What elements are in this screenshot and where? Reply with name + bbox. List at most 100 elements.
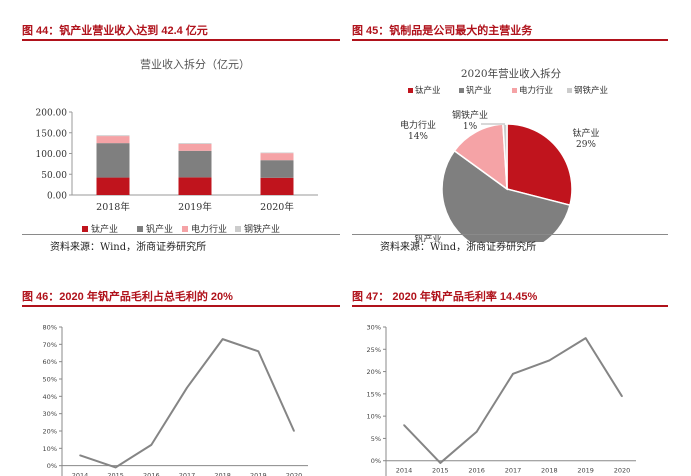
x-tick-label: 2019 (577, 467, 594, 475)
y-tick-label: 0% (47, 462, 57, 470)
slice-label: 钒产业56% (414, 233, 441, 242)
x-tick-label: 2019年 (178, 201, 212, 213)
bar-segment (260, 177, 294, 195)
x-tick-label: 2016 (143, 472, 160, 476)
figure-45-panel: 图 45：钒制品是公司最大的主营业务 2020年营业收入拆分钛产业 钒产业电力行业… (352, 22, 670, 253)
x-tick-label: 2017 (179, 472, 196, 476)
data-point (621, 395, 623, 398)
y-tick-label: 200.00 (36, 109, 68, 119)
figure-45-bottom-rule (352, 234, 668, 235)
chart-title: 2020年营业收入拆分 (461, 67, 562, 80)
bar-segment (96, 177, 130, 195)
legend-swatch (567, 88, 572, 93)
figure-44-source: 资料来源：Wind，浙商证券研究所 (50, 242, 207, 253)
x-tick-label: 2015 (432, 467, 449, 475)
figure-44-panel: 图 44：钒产业营业收入达到 42.4 亿元 营业收入拆分（亿元） 0.00 50.… (22, 22, 342, 253)
y-tick-label: 100.00 (36, 150, 68, 160)
y-tick-label: 10% (367, 413, 381, 421)
legend-label: 钛产业 (91, 223, 118, 235)
x-tick-label: 2015 (107, 472, 124, 476)
data-point (186, 386, 188, 389)
y-tick-label: 30% (367, 324, 381, 332)
legend-swatch (235, 226, 241, 232)
legend-swatch (408, 88, 413, 93)
figure-47-title: 图 47： 2020 年钒产品毛利率 14.45% (352, 291, 538, 303)
slice-label: 电力行业 14% (400, 119, 436, 142)
bar-segment (178, 150, 212, 178)
bar-segment (96, 143, 130, 178)
y-tick-label: 25% (367, 346, 381, 354)
figure-46-panel: 图 46：2020 年钒产品毛利占总毛利的 20% -10%0%10%20%30… (22, 288, 342, 476)
bar-segment (260, 152, 294, 154)
bar-segment (178, 143, 212, 151)
x-tick-label: 2020年 (260, 201, 294, 213)
figure-44-chart: 营业收入拆分（亿元） 0.00 50.00 100.00 150.00 200.00 201… (36, 57, 318, 235)
x-tick-label: 2016 (468, 467, 485, 475)
figure-44-bottom-rule (22, 234, 340, 235)
x-tick-label: 2020 (286, 472, 303, 476)
legend-swatch (459, 88, 464, 93)
x-tick-label: 2018 (541, 467, 558, 475)
bar-segment (178, 177, 212, 195)
x-tick-label: 2014 (396, 467, 413, 475)
y-tick-label: 30% (43, 410, 57, 418)
x-tick-label: 2017 (505, 467, 522, 475)
legend-label: 电力行业 (191, 223, 227, 235)
bar-segment (178, 143, 212, 144)
figure-44-top-rule (22, 39, 340, 41)
legend-swatch (137, 226, 143, 232)
bar-segment (96, 136, 130, 144)
y-tick-label: 50.00 (41, 171, 67, 181)
series-line (79, 338, 295, 469)
figure-45-source: 资料来源：Wind，浙商证券研究所 (380, 242, 537, 253)
x-tick-label: 2014 (72, 472, 89, 476)
y-tick-label: 50% (43, 376, 57, 384)
y-tick-label: 5% (371, 435, 381, 443)
figure-47-panel: 图 47： 2020 年钒产品毛利率 14.45% -5%0%5%10%15%2… (352, 288, 670, 476)
y-tick-label: 80% (43, 324, 57, 332)
data-point (584, 337, 587, 339)
legend-label: 钒产业 (466, 85, 492, 96)
figure-47-top-rule (352, 305, 668, 307)
y-tick-label: 10% (43, 445, 57, 453)
data-point (257, 350, 260, 353)
slice-label: 钢铁产业 1% (452, 109, 488, 132)
chart-title: 营业收入拆分（亿元） (140, 57, 250, 71)
data-point (403, 424, 405, 426)
legend-label: 钢铁产业 (244, 223, 280, 235)
data-point (221, 338, 224, 340)
y-tick-label: 20% (43, 428, 57, 436)
data-point (512, 373, 514, 375)
y-tick-label: 40% (43, 393, 57, 401)
figure-46-top-rule (22, 305, 340, 307)
y-tick-label: 150.00 (36, 129, 68, 139)
series-line (403, 337, 623, 464)
figure-46-title: 图 46：2020 年钒产品毛利占总毛利的 20% (22, 291, 233, 303)
y-tick-label: 0.00 (47, 192, 67, 202)
data-point (548, 359, 551, 362)
y-tick-label: 15% (367, 390, 381, 398)
pie-slice (506, 123, 573, 207)
legend-swatch (82, 226, 88, 232)
data-point (439, 462, 442, 464)
y-tick-label: 60% (43, 358, 57, 366)
slice-label: 钛产业 29% (572, 127, 599, 150)
data-point (475, 430, 478, 433)
figure-44-title: 图 44：钒产业营业收入达到 42.4 亿元 (22, 25, 208, 37)
data-point (114, 466, 117, 469)
bar-segment (260, 160, 294, 178)
figure-45-title: 图 45：钒制品是公司最大的主营业务 (352, 25, 533, 37)
legend-swatch (512, 88, 517, 93)
y-tick-label: 70% (43, 341, 57, 349)
legend-label: 钢铁产业 (574, 85, 608, 96)
data-point (293, 430, 295, 432)
y-tick-label: 0% (371, 457, 381, 465)
legend-label: 钛产业 (415, 85, 441, 96)
x-tick-label: 2019 (250, 472, 267, 476)
data-point (150, 444, 153, 446)
figure-46-chart: -10%0%10%20%30%40%50%60%70%80%2014201520… (43, 324, 308, 476)
x-tick-label: 2020 (614, 467, 631, 475)
legend-label: 钒产业 (146, 223, 173, 235)
x-tick-label: 2018年 (96, 201, 130, 213)
